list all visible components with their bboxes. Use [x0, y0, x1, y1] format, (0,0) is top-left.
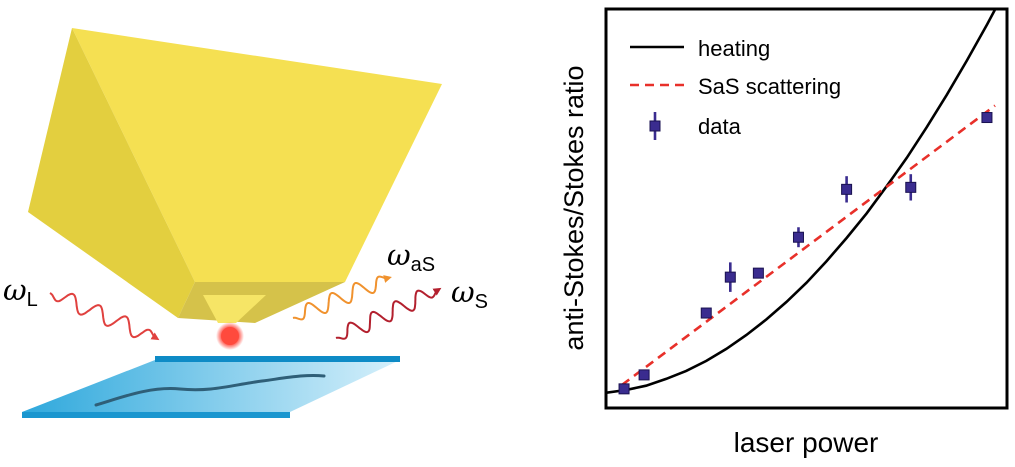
legend-data-label: data — [698, 114, 742, 139]
tip — [28, 28, 442, 323]
data-point — [752, 267, 764, 279]
legend-data-marker — [649, 120, 661, 132]
illustration: ωL ωaS ωS — [3, 28, 488, 418]
tip-apex — [203, 295, 266, 323]
legend-heating-label: heating — [698, 36, 770, 61]
plot-area — [607, 10, 996, 395]
legend: heating SaS scattering data — [630, 36, 841, 140]
data-point — [841, 183, 853, 195]
data-point — [700, 307, 712, 319]
molecule-strand — [94, 374, 326, 407]
substrate — [22, 356, 400, 418]
data-point — [905, 181, 917, 193]
substrate-front-edge — [22, 412, 290, 418]
tip-lower-face — [178, 282, 345, 323]
tip-front-face — [72, 28, 442, 282]
series-heating-line — [607, 10, 996, 394]
plot-frame — [604, 7, 1009, 410]
data-point — [638, 369, 650, 381]
legend-sas-label: SaS scattering — [698, 74, 841, 99]
hotspot-core — [221, 327, 239, 345]
beam-as-label: ωaS — [387, 238, 435, 276]
x-axis-label: laser power — [734, 427, 879, 458]
data-point — [792, 231, 804, 243]
beam-in-label: ωL — [3, 273, 38, 311]
y-axis-label: anti-Stokes/Stokes ratio — [559, 65, 589, 350]
substrate-back-edge — [155, 356, 400, 362]
data-point — [724, 271, 736, 283]
substrate-top — [22, 360, 400, 412]
series-sas-line — [621, 104, 996, 386]
chart: heating SaS scattering data laser power … — [559, 7, 1009, 458]
beam-as-wave — [292, 275, 392, 321]
data-point — [618, 383, 630, 395]
beam-s-wave — [335, 287, 442, 340]
beam-in-wave — [49, 292, 160, 341]
tip-left-face — [28, 28, 195, 318]
series-data-points — [618, 112, 993, 395]
data-point — [981, 112, 993, 124]
beam-s-label: ωS — [451, 275, 488, 313]
